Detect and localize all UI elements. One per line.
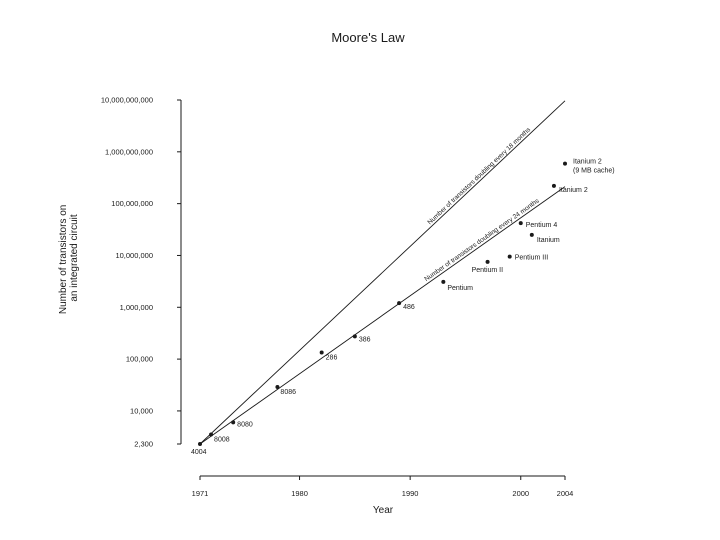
- data-point-label: 486: [403, 304, 415, 311]
- data-point: [551, 183, 556, 188]
- data-point-label: 8080: [237, 421, 253, 428]
- y-tick-label: 1,000,000,000: [105, 147, 153, 156]
- x-tick-label: 1990: [402, 489, 419, 498]
- data-point-label: Pentium: [447, 285, 473, 292]
- x-axis-label: Year: [373, 505, 394, 516]
- y-tick-label: 100,000: [126, 355, 153, 364]
- y-axis-label: Number of transistors on an integrated c…: [58, 202, 80, 314]
- data-point: [198, 442, 202, 446]
- trend-line-18-months: [199, 100, 566, 445]
- data-point: [441, 279, 446, 284]
- y-tick-label: 10,000,000,000: [101, 96, 153, 105]
- data-point: [529, 232, 534, 237]
- x-axis-ticks: 1971 1980 1990 2000 2004: [192, 476, 574, 498]
- y-tick-label: 1,000,000: [120, 303, 153, 312]
- y-axis-ticks: 2,300 10,000 100,000 1,000,000 10,000,000 100…: [101, 96, 181, 449]
- trend-lines: Number of transistors doubling every 18 …: [199, 100, 566, 445]
- chart-title: Moore's Law: [331, 30, 405, 45]
- data-point-label: 4004: [191, 449, 207, 456]
- x-tick-label: 2000: [512, 489, 529, 498]
- data-point-label: 286: [326, 355, 338, 362]
- data-point-label: Itanium: [537, 237, 560, 244]
- x-tick-label: 2004: [557, 489, 574, 498]
- y-tick-label: 10,000: [130, 406, 153, 415]
- data-point-label: Itanium 2: [559, 187, 588, 194]
- trend-line-24-months: [199, 186, 566, 445]
- y-axis-label-line-2: an integrated circuit: [69, 214, 80, 301]
- data-point: [352, 334, 357, 339]
- data-point: [563, 161, 567, 166]
- data-point: [319, 350, 324, 355]
- data-point: [397, 301, 402, 306]
- data-point: [275, 384, 280, 389]
- data-point-label: 386: [359, 336, 371, 343]
- data-point-label: (9 MB cache): [573, 168, 615, 175]
- data-point: [209, 432, 214, 437]
- data-point-label: Pentium III: [515, 255, 549, 262]
- data-point: [507, 254, 512, 259]
- x-tick-label: 1971: [192, 489, 209, 498]
- data-point-label: 8008: [214, 437, 230, 444]
- y-tick-label: 100,000,000: [111, 199, 153, 208]
- data-points: 4004 8008 8080 8086 286 386 486 Pentium Pentium …: [191, 159, 615, 456]
- data-point-label: Itanium 2: [573, 159, 602, 166]
- y-axis-label-line-1: Number of transistors on: [58, 205, 69, 315]
- data-point-label: Pentium 4: [526, 222, 558, 229]
- data-point: [485, 259, 490, 264]
- data-point-label: Pentium II: [472, 267, 504, 274]
- data-point-label: 8086: [280, 389, 296, 396]
- data-point: [231, 420, 236, 425]
- data-point: [518, 221, 523, 226]
- y-tick-label: 10,000,000: [115, 251, 153, 260]
- x-tick-label: 1980: [291, 489, 308, 498]
- y-tick-label: 2,300: [134, 440, 153, 449]
